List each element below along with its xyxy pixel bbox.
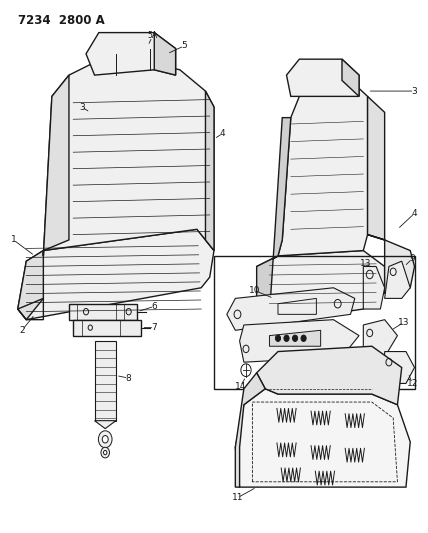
Polygon shape (205, 91, 214, 251)
Polygon shape (43, 75, 69, 256)
Polygon shape (227, 288, 355, 330)
Polygon shape (154, 33, 175, 75)
Text: 7: 7 (152, 323, 157, 332)
Polygon shape (18, 229, 214, 320)
Text: 3: 3 (412, 86, 417, 95)
Circle shape (284, 335, 289, 342)
Text: 8: 8 (126, 374, 131, 383)
Polygon shape (257, 346, 402, 405)
Polygon shape (69, 304, 137, 320)
Polygon shape (368, 235, 414, 293)
Polygon shape (257, 251, 385, 320)
Text: 14: 14 (235, 382, 246, 391)
Text: 7234  2800 A: 7234 2800 A (18, 14, 104, 27)
Text: 13: 13 (398, 318, 410, 327)
Text: 12: 12 (407, 379, 418, 388)
Polygon shape (18, 251, 43, 320)
Text: 6: 6 (152, 302, 157, 311)
Polygon shape (95, 341, 116, 421)
Polygon shape (235, 389, 410, 487)
Text: 10: 10 (249, 286, 260, 295)
Circle shape (102, 435, 108, 443)
Polygon shape (286, 59, 359, 96)
Polygon shape (385, 352, 414, 383)
Polygon shape (257, 80, 368, 266)
Polygon shape (363, 266, 385, 309)
Polygon shape (86, 33, 175, 75)
Text: 13: 13 (360, 260, 371, 268)
Polygon shape (43, 54, 214, 256)
Circle shape (276, 335, 280, 342)
Text: 5A: 5A (147, 31, 157, 40)
Text: 1: 1 (11, 236, 16, 245)
Polygon shape (240, 320, 359, 362)
Polygon shape (257, 118, 291, 314)
Polygon shape (95, 421, 116, 429)
Text: 3: 3 (79, 102, 85, 111)
Text: 2: 2 (19, 326, 25, 335)
Polygon shape (368, 96, 385, 240)
Circle shape (101, 447, 110, 458)
Polygon shape (385, 261, 410, 298)
Text: 11: 11 (232, 493, 243, 502)
Polygon shape (73, 320, 142, 336)
Text: 9: 9 (410, 254, 415, 263)
Polygon shape (363, 320, 398, 357)
Polygon shape (235, 373, 265, 487)
Circle shape (292, 335, 297, 342)
Text: 4: 4 (412, 209, 417, 218)
Polygon shape (342, 59, 359, 96)
Text: 5: 5 (181, 42, 187, 51)
Polygon shape (270, 330, 321, 346)
Circle shape (301, 335, 306, 342)
Circle shape (98, 431, 112, 448)
Text: 4: 4 (220, 129, 226, 138)
Circle shape (104, 450, 107, 455)
